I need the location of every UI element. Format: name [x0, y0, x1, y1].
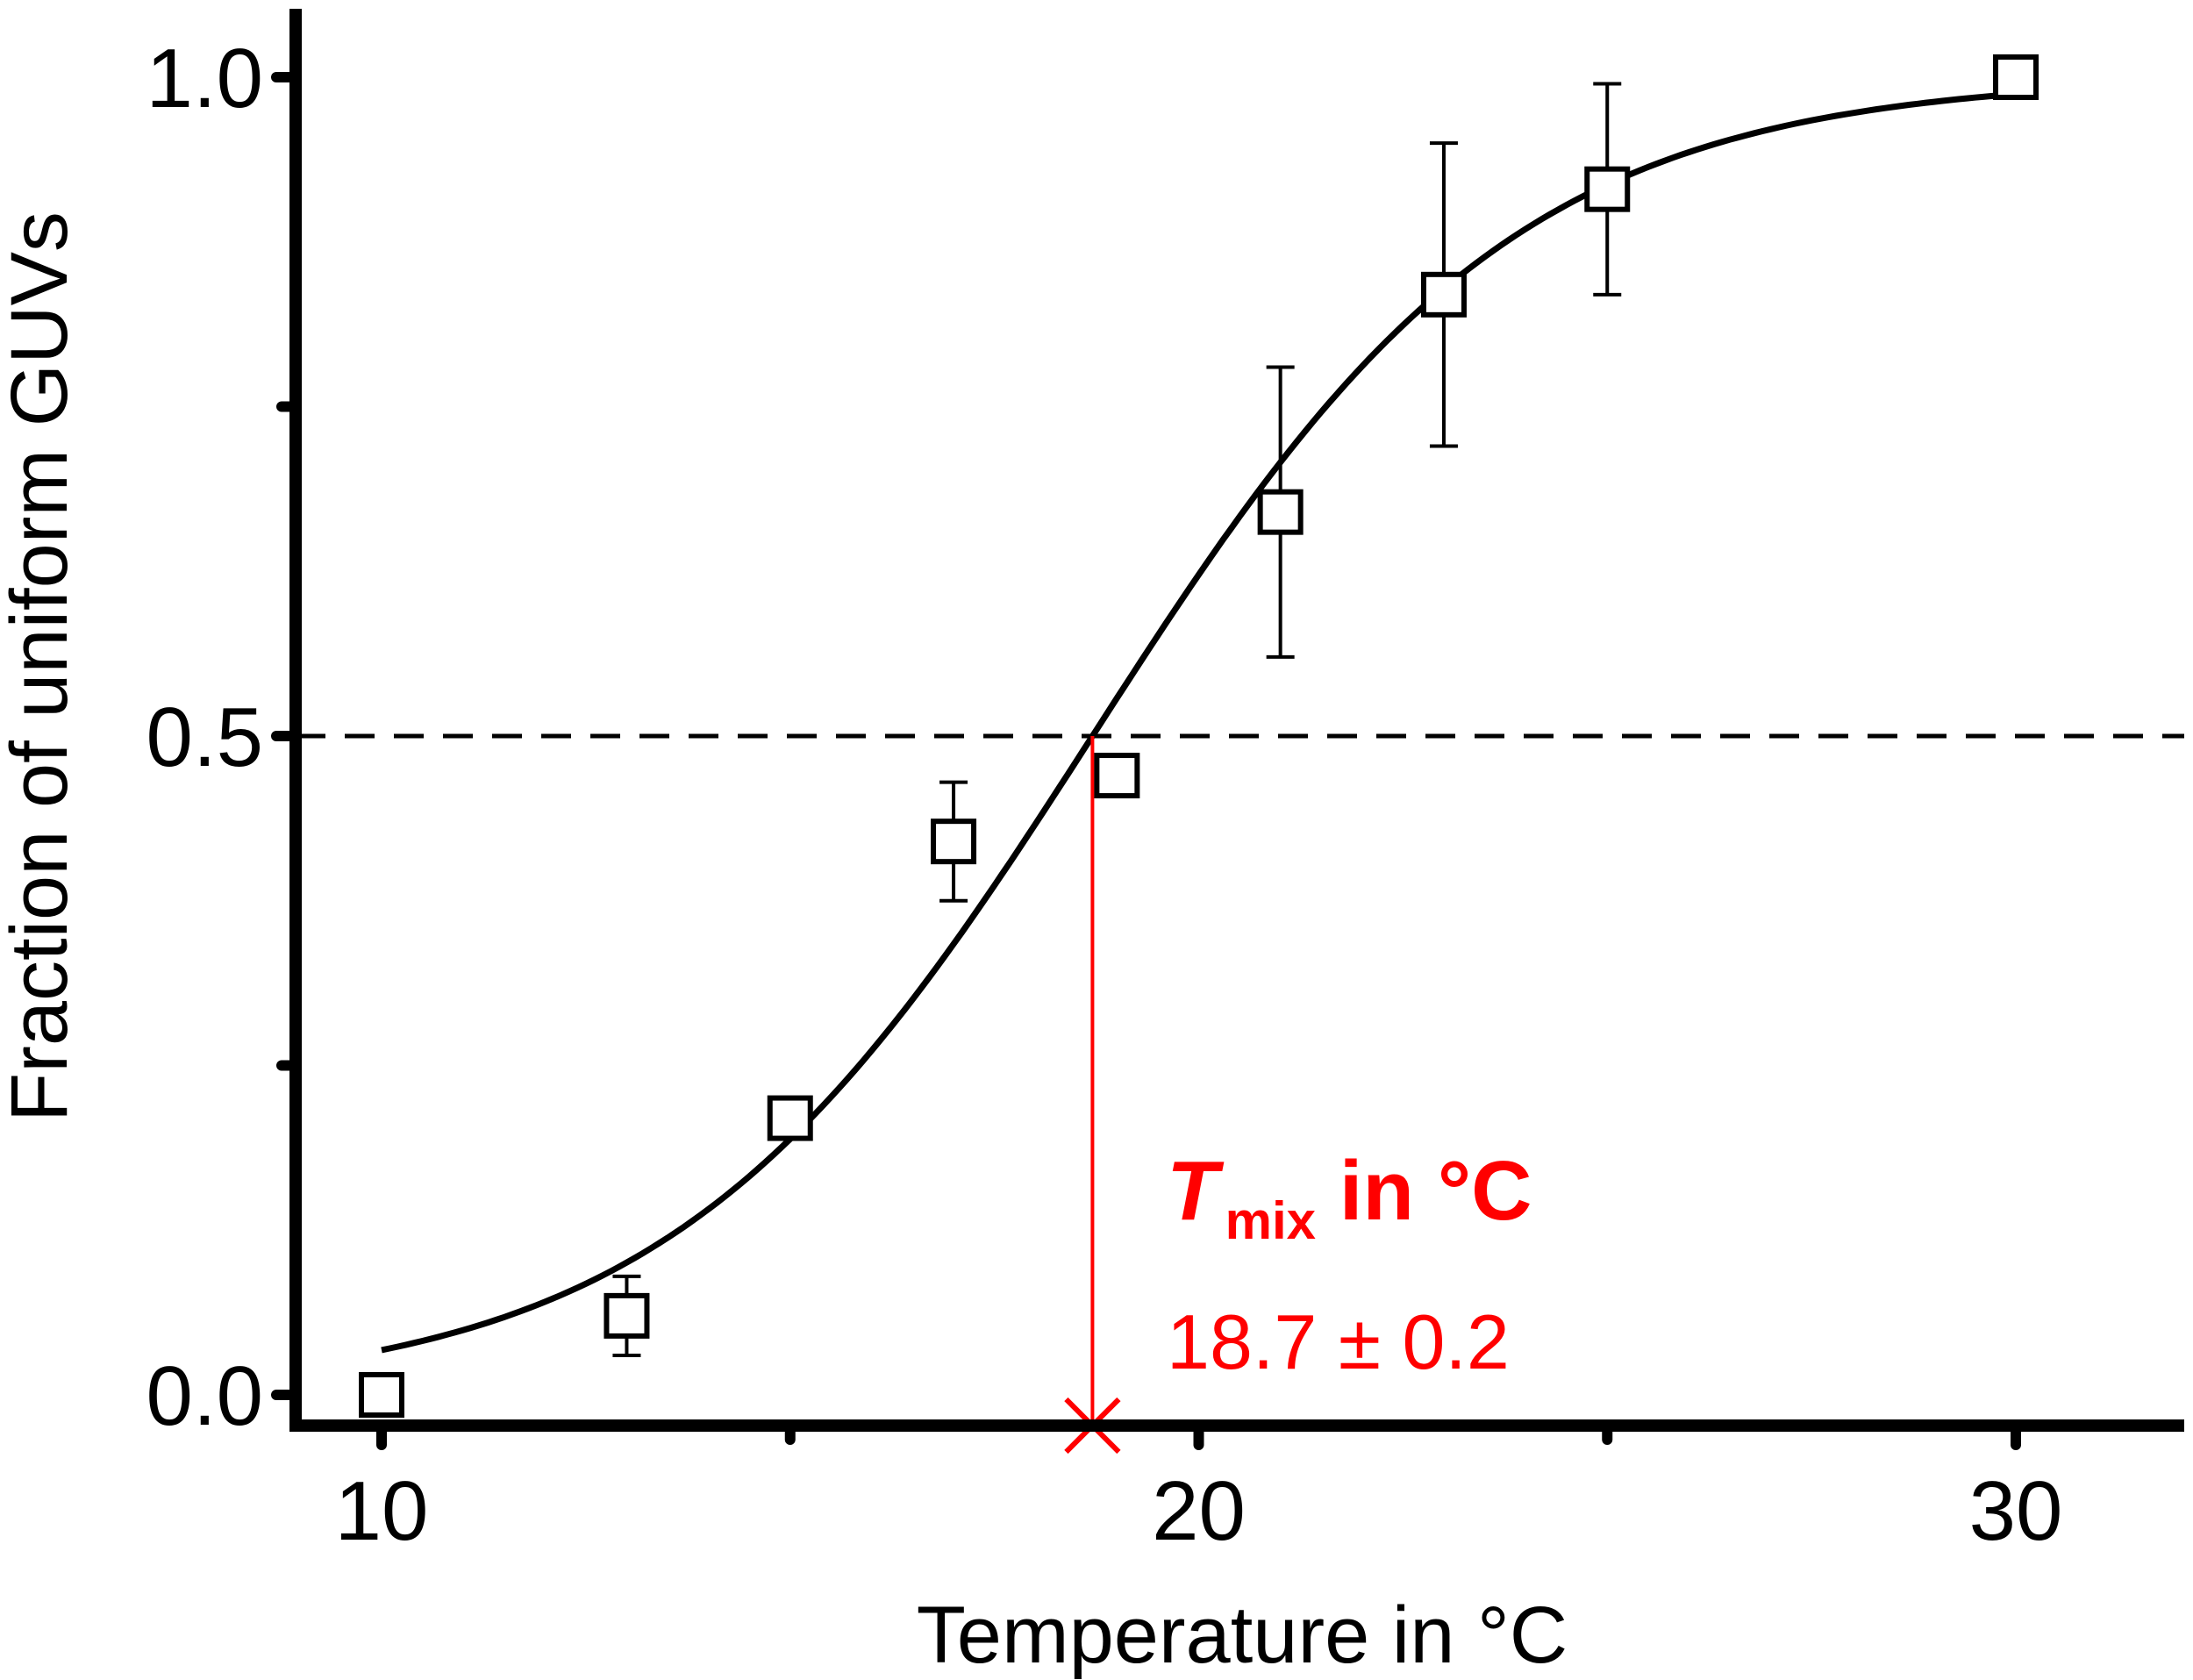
- data-point: [359, 1372, 404, 1418]
- data-point: [1584, 166, 1631, 212]
- x-tick-label: 20: [1152, 1464, 1246, 1558]
- data-point: [1993, 54, 2039, 100]
- y-tick-label: 0.0: [146, 1349, 263, 1443]
- y-tick-label: 1.0: [146, 32, 263, 125]
- y-axis-label: Fraction of uniform GUVs: [0, 211, 84, 1122]
- x-axis-label: Temperature in °C: [917, 1591, 1568, 1680]
- data-point: [1094, 753, 1140, 799]
- tmix-suffix: in °C: [1316, 1144, 1532, 1238]
- data-point: [604, 1292, 650, 1339]
- tmix-subscript: mix: [1225, 1191, 1316, 1250]
- x-tick-label: 10: [335, 1464, 429, 1558]
- data-points-group: [359, 54, 2039, 1418]
- fit-curve: [381, 90, 2017, 1354]
- tick-labels-group: 10 20 30 1.0 0.5 0.0: [146, 32, 2063, 1558]
- y-tick-label: 0.5: [146, 690, 263, 784]
- fit-curve-group: [381, 90, 2017, 1354]
- annotation-lines-group: [1064, 736, 1121, 1455]
- x-tick-label: 30: [1969, 1464, 2063, 1558]
- data-point: [767, 1095, 813, 1141]
- tmix-value: 18.7 ± 0.2: [1167, 1298, 1510, 1385]
- data-point: [1257, 489, 1304, 535]
- data-point: [931, 819, 977, 865]
- axes-group: [271, 9, 2184, 1450]
- data-point: [1420, 271, 1467, 318]
- tmix-symbol: T: [1167, 1144, 1225, 1238]
